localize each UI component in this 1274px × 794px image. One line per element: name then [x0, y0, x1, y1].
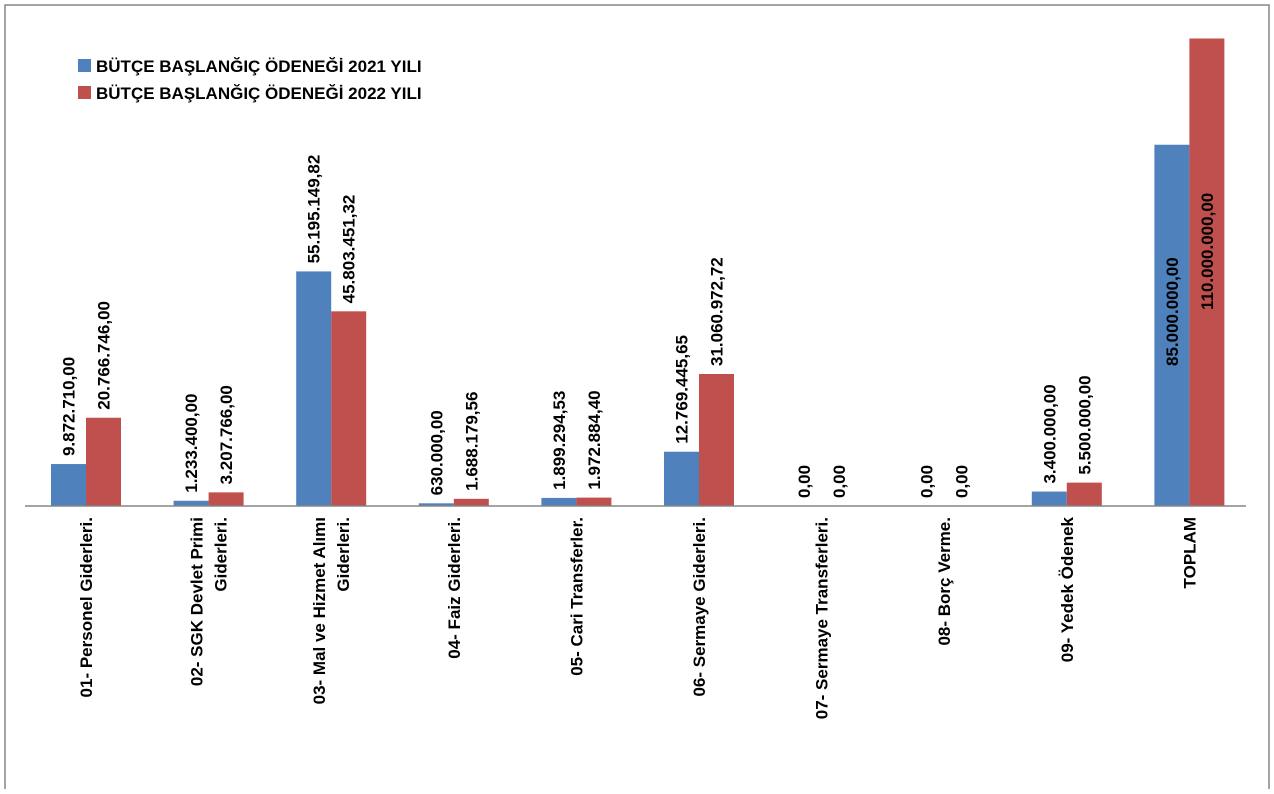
bar-s2-c4 [453, 498, 489, 506]
bar-s1-c4 [418, 503, 454, 506]
bar-s2-c5 [576, 497, 612, 506]
bar-s1-c6 [664, 451, 699, 506]
category-label-6: 06- Sermaye Giderleri. [690, 517, 709, 697]
data-label-s1-c10: 85.000.000,00 [1163, 257, 1182, 366]
data-label-s1-c4: 630.000,00 [427, 410, 446, 495]
bar-s1-c10 [1154, 144, 1190, 506]
category-label-10: TOPLAM [1180, 517, 1199, 588]
legend-label-1: BÜTÇE BAŞLANĞIÇ ÖDENEĞİ 2021 YILI [96, 57, 422, 76]
category-labels: 01- Personel Giderleri. 02- SGK Devlet Pr… [77, 516, 1199, 719]
data-label-s2-c3: 45.803.451,32 [340, 195, 359, 304]
bar-s2-c1 [86, 417, 121, 506]
bar-s1-c3 [296, 271, 332, 506]
category-label-7: 07- Sermaye Transferleri. [813, 517, 832, 719]
category-label-3-line-2: Giderleri. [334, 517, 353, 592]
data-label-s1-c5: 1.899.294,53 [550, 391, 569, 490]
bar-s2-c10 [1189, 38, 1225, 506]
data-label-s2-c8: 0,00 [953, 465, 972, 498]
data-label-s1-c3: 55.195.149,82 [305, 155, 324, 264]
bar-s1-c2 [173, 500, 209, 506]
data-label-s2-c1: 20.766.746,00 [95, 301, 114, 410]
category-label-3-line-1: 03- Mal ve Hizmet Alımı [310, 517, 329, 704]
category-label-2-line-1: 02- SGK Devlet Primi [188, 517, 207, 686]
legend: BÜTÇE BAŞLANĞIÇ ÖDENEĞİ 2021 YILI BÜTÇE B… [78, 57, 422, 103]
data-label-s2-c7: 0,00 [830, 465, 849, 498]
data-label-s1-c8: 0,00 [918, 465, 937, 498]
category-label-2-line-2: Giderleri. [212, 517, 231, 592]
bar-s2-c2 [208, 492, 244, 506]
data-label-s1-c2: 1.233.400,00 [182, 393, 201, 492]
data-label-s2-c6: 31.060.972,72 [708, 257, 727, 366]
category-label-9: 09- Yedek Ödenek [1058, 516, 1077, 662]
bar-s1-c5 [541, 497, 577, 506]
data-label-s1-c1: 9.872.710,00 [60, 357, 79, 456]
category-label-4: 04- Faiz Giderleri. [445, 517, 464, 659]
bar-s2-c6 [699, 373, 734, 506]
data-label-s2-c4: 1.688.179,56 [462, 392, 481, 491]
data-label-s1-c6: 12.769.445,65 [673, 335, 692, 444]
bar-s2-c9 [1066, 482, 1102, 506]
bars [51, 38, 1225, 506]
data-label-s1-c9: 3.400.000,00 [1040, 384, 1059, 483]
bar-s1-c9 [1031, 491, 1067, 506]
legend-swatch-1 [78, 59, 91, 72]
data-label-s2-c5: 1.972.884,40 [585, 390, 604, 489]
category-label-5: 05- Cari Transferler. [567, 517, 586, 676]
legend-swatch-2 [78, 86, 91, 99]
category-label-1: 01- Personel Giderleri. [77, 517, 96, 697]
data-label-s2-c2: 3.207.766,00 [217, 385, 236, 484]
category-label-8: 08- Borç Verme. [935, 517, 954, 646]
bar-s2-c3 [331, 311, 367, 506]
legend-label-2: BÜTÇE BAŞLANĞIÇ ÖDENEĞİ 2022 YILI [96, 84, 422, 103]
chart-border [4, 4, 1270, 794]
data-label-s1-c7: 0,00 [795, 465, 814, 498]
data-labels: 9.872.710,00 20.766.746,00 1.233.400,00 3.2… [60, 155, 1217, 498]
bar-s1-c1 [51, 464, 86, 506]
data-label-s2-c10: 110.000.000,00 [1198, 193, 1217, 310]
data-label-s2-c9: 5.500.000,00 [1075, 375, 1094, 474]
